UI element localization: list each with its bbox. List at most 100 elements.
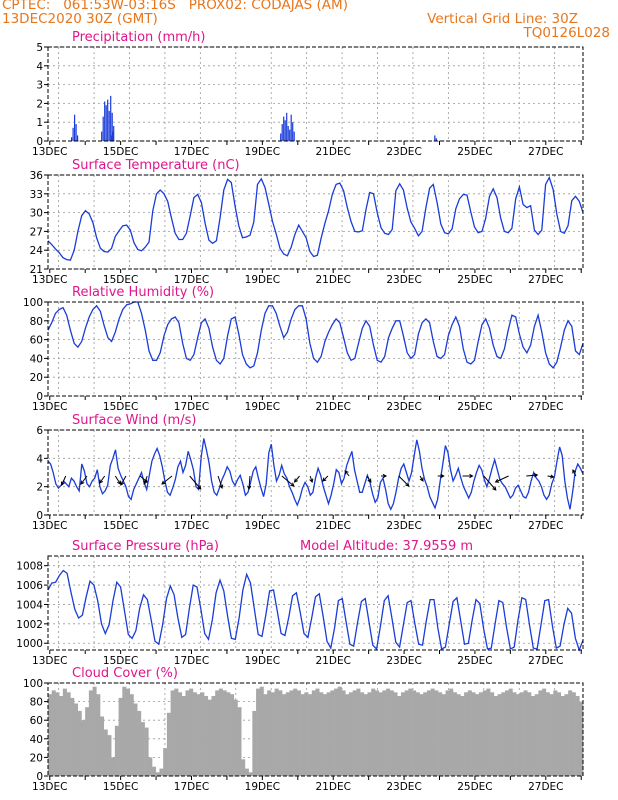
x-tick-label: 19DEC — [245, 520, 280, 532]
cloud-bar — [571, 692, 576, 776]
cloud-bar — [170, 690, 175, 776]
cloud-bar — [118, 697, 123, 776]
x-tick-label: 23DEC — [386, 146, 421, 158]
x-tick-label: 27DEC — [528, 520, 563, 532]
wind-arrow-head — [120, 481, 125, 486]
panel-frame — [47, 301, 584, 397]
y-tick-label: 0 — [36, 510, 43, 522]
panel-frame — [47, 555, 584, 651]
y-tick-label: 60 — [30, 715, 43, 727]
cloud-bar — [512, 692, 517, 776]
cloud-bar — [315, 688, 320, 776]
x-tick-label: 27DEC — [528, 781, 563, 793]
wind-arrow-head — [405, 482, 410, 487]
series-line — [47, 175, 584, 261]
precip-bar — [435, 138, 437, 141]
cloud-bar — [293, 688, 298, 776]
wind-arrow-head — [367, 478, 372, 483]
wind-arrow — [80, 475, 88, 485]
cloud-bar — [241, 759, 246, 776]
cloud-bar — [415, 692, 420, 776]
y-tick-label: 80 — [30, 316, 43, 328]
precip-bar — [77, 135, 79, 141]
x-tick-label: 13DEC — [32, 146, 67, 158]
cloud-bar — [393, 692, 398, 776]
precip-bar — [280, 133, 282, 141]
cloud-bar — [560, 696, 565, 776]
wind-arrow-head — [469, 473, 474, 479]
precip-bar — [108, 110, 110, 141]
wind-arrow — [398, 475, 410, 487]
y-tick-label: 1004 — [16, 599, 43, 611]
cloud-bar — [96, 694, 101, 776]
cloud-bar — [215, 690, 220, 776]
cloud-bar — [55, 692, 60, 776]
header-model-id: TQ0126L028 — [523, 25, 610, 41]
wind-arrow — [248, 475, 251, 490]
cloud-bar — [486, 688, 491, 776]
wind-arrow-head — [550, 474, 555, 479]
y-tick-label: 1 — [36, 117, 43, 129]
x-tick-label: 15DEC — [103, 781, 138, 793]
x-tick-label: 17DEC — [174, 274, 209, 286]
x-tick-label: 27DEC — [528, 146, 563, 158]
y-tick-label: 20 — [30, 372, 43, 384]
cloud-bar — [200, 692, 205, 776]
y-tick-label: 0 — [36, 391, 43, 403]
wind-arrow-head — [309, 478, 314, 483]
precip-bar — [110, 135, 112, 141]
x-tick-label: 25DEC — [457, 655, 492, 667]
x-tick-label: 13DEC — [32, 401, 67, 413]
cloud-bar — [464, 692, 469, 776]
cloud-bar — [62, 688, 67, 776]
cloud-bar — [322, 694, 327, 776]
cloud-bar — [452, 692, 457, 776]
y-tick-label: 3 — [36, 80, 43, 92]
precip-bar — [104, 101, 106, 141]
y-tick-label: 0 — [36, 771, 43, 783]
cloud-bar — [382, 690, 387, 776]
cloud-bar — [178, 692, 183, 776]
x-tick-label: 23DEC — [386, 401, 421, 413]
cloud-bar — [256, 688, 261, 776]
x-tick-label: 17DEC — [174, 146, 209, 158]
cloud-bar — [386, 688, 391, 776]
precip-bar — [107, 99, 109, 141]
cloud-bar — [434, 690, 439, 776]
y-tick-label: 33 — [30, 189, 43, 201]
x-tick-label: 21DEC — [316, 655, 351, 667]
y-tick-label: 80 — [30, 697, 43, 709]
series-line — [47, 301, 584, 369]
y-tick-label: 5 — [36, 42, 43, 54]
cloud-bar — [356, 688, 361, 776]
wind-arrow-head — [247, 485, 252, 491]
cloud-bar — [438, 692, 443, 776]
x-tick-label: 21DEC — [316, 274, 351, 286]
wind-arrow-head — [322, 477, 327, 482]
wind-arrow — [572, 469, 577, 477]
cloud-bar — [441, 694, 446, 776]
cloud-bar — [137, 710, 142, 776]
cloud-bar — [527, 692, 532, 776]
x-tick-label: 15DEC — [103, 401, 138, 413]
cloud-bar — [185, 690, 190, 776]
y-tick-label: 1002 — [16, 619, 43, 631]
cloud-bar — [85, 707, 90, 776]
panel-title: Relative Humidity (%) — [72, 285, 214, 300]
cloud-bar — [270, 692, 275, 776]
wind-arrow-head — [492, 486, 497, 491]
cloud-bar — [70, 697, 75, 776]
y-tick-label: 100 — [23, 297, 43, 309]
x-tick-label: 17DEC — [174, 520, 209, 532]
cloud-bar — [523, 690, 528, 776]
cloud-bar — [389, 690, 394, 776]
precip-bar — [75, 124, 77, 141]
cloud-bar — [189, 688, 194, 776]
y-tick-label: 40 — [30, 353, 43, 365]
precip-bar — [292, 122, 294, 141]
cloud-bar — [556, 692, 562, 776]
cloud-bar — [478, 692, 483, 776]
wind-arrow-head — [293, 478, 298, 483]
wind-arrow — [143, 475, 148, 485]
x-tick-label: 17DEC — [174, 781, 209, 793]
